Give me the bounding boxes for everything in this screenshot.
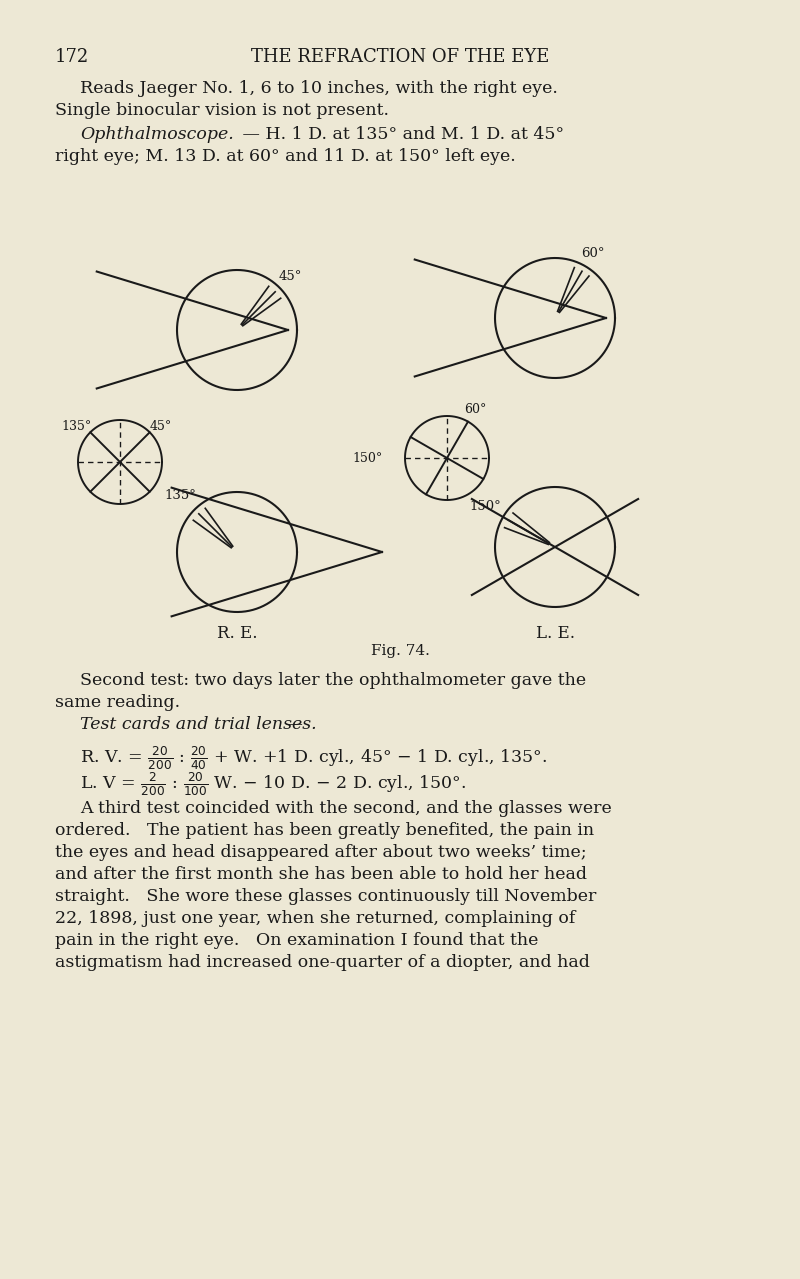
Text: pain in the right eye.   On examination I found that the: pain in the right eye. On examination I … [55,932,538,949]
Text: 150°: 150° [470,500,502,513]
Text: L. V = $\frac{2}{200}$ : $\frac{20}{100}$ W. − 10 D. − 2 D. cyl., 150°.: L. V = $\frac{2}{200}$ : $\frac{20}{100}… [80,770,466,798]
Text: THE REFRACTION OF THE EYE: THE REFRACTION OF THE EYE [251,49,549,67]
Text: Test cards and trial lenses.: Test cards and trial lenses. [80,716,317,733]
Text: same reading.: same reading. [55,694,180,711]
Text: L. E.: L. E. [535,625,574,642]
Text: the eyes and head disappeared after about two weeks’ time;: the eyes and head disappeared after abou… [55,844,586,861]
Text: and after the first month she has been able to hold her head: and after the first month she has been a… [55,866,587,883]
Text: 22, 1898, just one year, when she returned, complaining of: 22, 1898, just one year, when she return… [55,909,575,927]
Text: 60°: 60° [581,247,604,260]
Text: 135°: 135° [165,489,196,501]
Text: A third test coincided with the second, and the glasses were: A third test coincided with the second, … [80,799,612,817]
Text: ordered.   The patient has been greatly benefited, the pain in: ordered. The patient has been greatly be… [55,822,594,839]
Text: R. E.: R. E. [217,625,258,642]
Text: 150°: 150° [353,451,383,464]
Text: — H. 1 D. at 135° and M. 1 D. at 45°: — H. 1 D. at 135° and M. 1 D. at 45° [237,127,564,143]
Text: Second test: two days later the ophthalmometer gave the: Second test: two days later the ophthalm… [80,671,586,689]
Text: 172: 172 [55,49,90,67]
Text: —: — [280,716,303,733]
Text: Ophthalmoscope.: Ophthalmoscope. [80,127,234,143]
Text: right eye; M. 13 D. at 60° and 11 D. at 150° left eye.: right eye; M. 13 D. at 60° and 11 D. at … [55,148,516,165]
Text: Fig. 74.: Fig. 74. [370,645,430,657]
Text: R. V. = $\frac{20}{200}$ : $\frac{20}{40}$ + W. +1 D. cyl., 45° − 1 D. cyl., 135: R. V. = $\frac{20}{200}$ : $\frac{20}{40… [80,744,547,771]
Text: Single binocular vision is not present.: Single binocular vision is not present. [55,102,389,119]
Text: 45°: 45° [278,270,302,284]
Text: astigmatism had increased one-quarter of a diopter, and had: astigmatism had increased one-quarter of… [55,954,590,971]
Text: 45°: 45° [150,420,172,434]
Text: 135°: 135° [61,420,91,434]
Text: straight.   She wore these glasses continuously till November: straight. She wore these glasses continu… [55,888,596,906]
Text: 60°: 60° [464,403,486,416]
Text: Reads Jaeger No. 1, 6 to 10 inches, with the right eye.: Reads Jaeger No. 1, 6 to 10 inches, with… [80,81,558,97]
